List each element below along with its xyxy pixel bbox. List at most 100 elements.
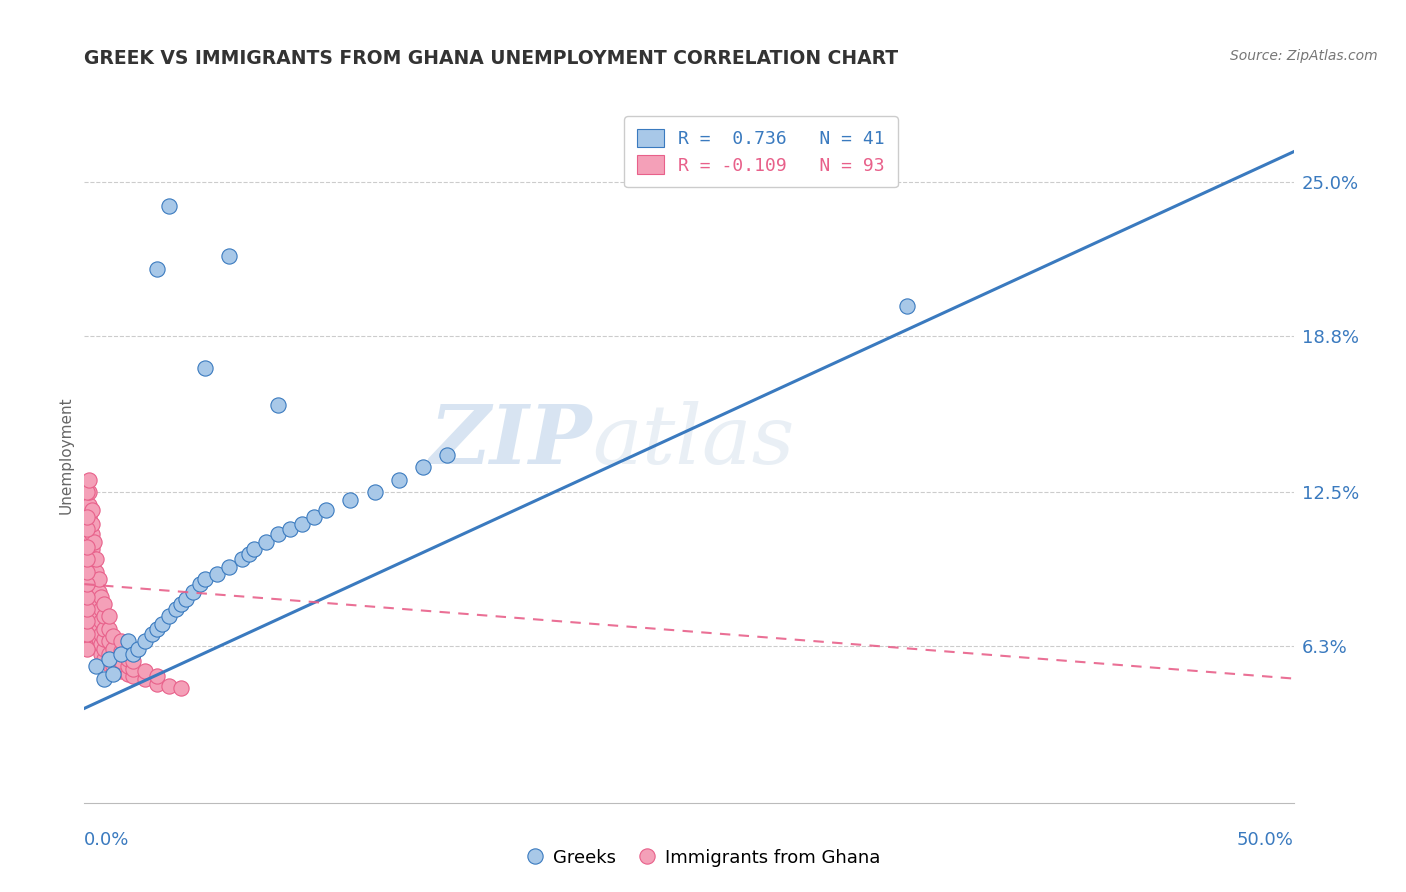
Point	[77, 622, 100, 636]
Point	[86, 659, 108, 673]
Point	[93, 609, 115, 624]
Point	[77, 510, 100, 524]
Point	[97, 647, 120, 661]
Point	[86, 627, 108, 641]
Point	[121, 647, 143, 661]
Point	[76, 523, 98, 537]
Point	[77, 592, 100, 607]
Point	[80, 572, 103, 586]
Point	[77, 577, 100, 591]
Point	[90, 602, 112, 616]
Point	[127, 641, 149, 656]
Point	[90, 647, 112, 661]
Point	[146, 676, 169, 690]
Point	[134, 664, 156, 678]
Point	[86, 565, 108, 579]
Point	[150, 616, 173, 631]
Point	[97, 609, 120, 624]
Point	[83, 616, 105, 631]
Point	[93, 651, 115, 665]
Point	[77, 527, 100, 541]
Point	[170, 597, 193, 611]
Text: GREEK VS IMMIGRANTS FROM GHANA UNEMPLOYMENT CORRELATION CHART: GREEK VS IMMIGRANTS FROM GHANA UNEMPLOYM…	[84, 49, 898, 68]
Point	[254, 535, 277, 549]
Point	[110, 647, 132, 661]
Point	[117, 634, 139, 648]
Point	[174, 592, 197, 607]
Point	[242, 542, 264, 557]
Point	[83, 634, 105, 648]
Point	[76, 485, 98, 500]
Point	[190, 577, 212, 591]
Point	[93, 632, 115, 646]
Point	[315, 502, 337, 516]
Point	[83, 565, 105, 579]
Point	[87, 632, 110, 646]
Point	[146, 622, 169, 636]
Point	[121, 669, 143, 683]
Point	[80, 527, 103, 541]
Point	[87, 609, 110, 624]
Point	[412, 460, 434, 475]
Text: 0.0%: 0.0%	[84, 831, 129, 849]
Point	[90, 637, 112, 651]
Point	[80, 584, 103, 599]
Point	[76, 602, 98, 616]
Point	[83, 602, 105, 616]
Point	[93, 672, 115, 686]
Point	[80, 559, 103, 574]
Point	[76, 615, 98, 629]
Point	[278, 523, 301, 537]
Point	[87, 641, 110, 656]
Point	[76, 627, 98, 641]
Point	[80, 517, 103, 532]
Point	[76, 510, 98, 524]
Point	[134, 634, 156, 648]
Point	[76, 552, 98, 566]
Point	[97, 622, 120, 636]
Point	[157, 609, 180, 624]
Point	[77, 485, 100, 500]
Point	[231, 552, 253, 566]
Point	[103, 629, 125, 643]
Point	[77, 547, 100, 561]
Point	[93, 597, 115, 611]
Point	[93, 641, 115, 656]
Y-axis label: Unemployment: Unemployment	[58, 396, 73, 514]
Point	[76, 565, 98, 579]
Point	[77, 473, 100, 487]
Point	[194, 572, 217, 586]
Point	[110, 644, 132, 658]
Point	[302, 510, 325, 524]
Point	[117, 666, 139, 681]
Point	[76, 590, 98, 604]
Point	[146, 261, 169, 276]
Point	[76, 641, 98, 656]
Point	[90, 615, 112, 629]
Point	[80, 502, 103, 516]
Legend: R =  0.736   N = 41, R = -0.109   N = 93: R = 0.736 N = 41, R = -0.109 N = 93	[624, 116, 897, 187]
Point	[121, 654, 143, 668]
Point	[97, 651, 120, 665]
Point	[103, 666, 125, 681]
Point	[110, 634, 132, 648]
Point	[134, 672, 156, 686]
Point	[388, 473, 411, 487]
Point	[121, 662, 143, 676]
Point	[141, 627, 163, 641]
Point	[76, 540, 98, 554]
Point	[87, 597, 110, 611]
Legend: Greeks, Immigrants from Ghana: Greeks, Immigrants from Ghana	[519, 841, 887, 874]
Point	[77, 559, 100, 574]
Text: ZIP: ZIP	[430, 401, 592, 481]
Point	[83, 552, 105, 566]
Point	[339, 492, 361, 507]
Point	[90, 590, 112, 604]
Point	[76, 577, 98, 591]
Point	[87, 584, 110, 599]
Point	[103, 641, 125, 656]
Point	[80, 627, 103, 641]
Point	[117, 659, 139, 673]
Point	[86, 639, 108, 653]
Point	[157, 199, 180, 213]
